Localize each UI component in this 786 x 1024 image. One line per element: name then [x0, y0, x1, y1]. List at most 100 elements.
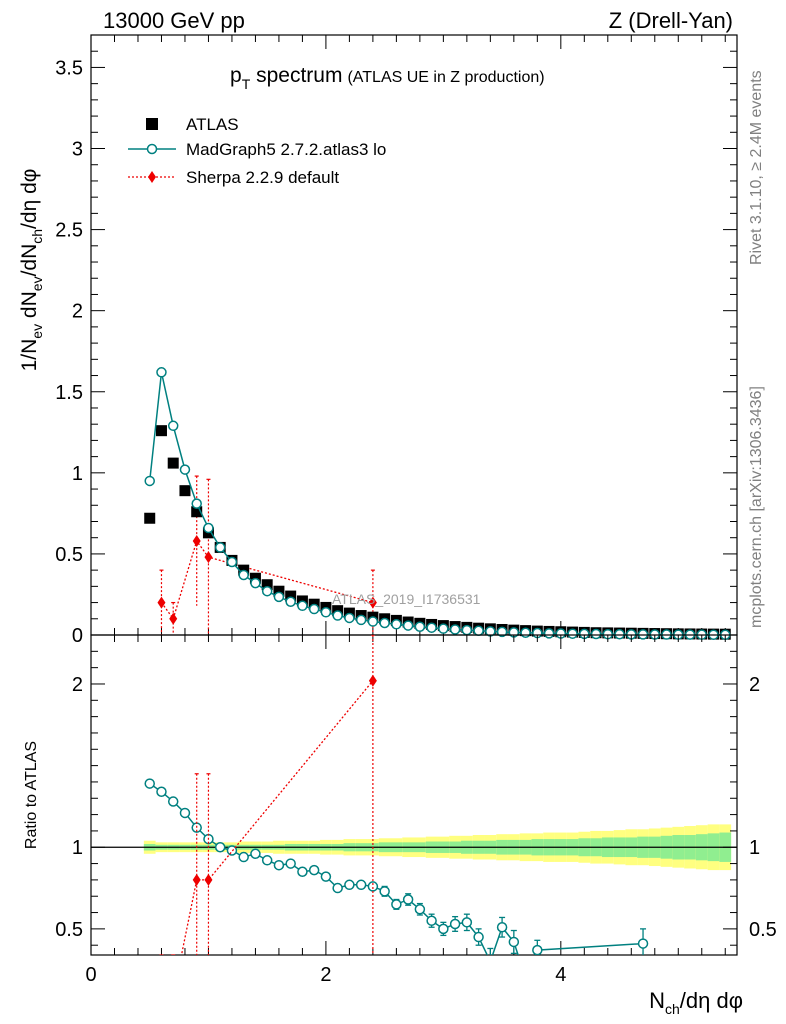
madgraph-point: [297, 600, 308, 612]
legend-label-madgraph: MadGraph5 2.7.2.atlas3 lo: [186, 140, 386, 159]
energy-label: 13000 GeV pp: [103, 8, 245, 33]
legend-marker-madgraph: [146, 143, 158, 155]
y-tick-label: 0.5: [55, 919, 83, 941]
process-label: Z (Drell-Yan): [609, 8, 733, 33]
madgraph-point: [179, 464, 191, 475]
atlas-point: [191, 506, 203, 518]
madgraph-point: [285, 596, 296, 608]
y-tick-label: 3: [72, 139, 83, 161]
x-tick-label: 4: [555, 964, 566, 986]
madgraph-ratio-point: [273, 859, 285, 871]
ratio-series-group: [144, 635, 649, 990]
sherpa-ratio-point: [204, 873, 213, 886]
madgraph-ratio-point: [414, 904, 426, 915]
madgraph-point: [332, 610, 343, 621]
y-tick-label: 2: [72, 674, 83, 696]
title-main: p: [230, 64, 242, 87]
sherpa-ratio-line: [180, 680, 374, 955]
main-title: pT spectrum (ATLAS UE in Z production): [230, 64, 545, 92]
y-tick-label: 1: [72, 837, 83, 859]
atlas-point: [273, 585, 285, 597]
madgraph-point: [320, 607, 332, 618]
madgraph-point: [461, 624, 473, 636]
madgraph-ratio-point: [438, 923, 449, 935]
legend: ATLAS MadGraph5 2.7.2.atlas3 lo Sherpa 2…: [128, 115, 386, 187]
y-tick-label: 3.5: [55, 57, 83, 79]
madgraph-point: [391, 619, 402, 630]
madgraph-point: [344, 612, 355, 624]
madgraph-ratio-point: [508, 936, 520, 948]
madgraph-point: [449, 624, 461, 635]
madgraph-point: [191, 498, 202, 509]
madgraph-point: [144, 475, 155, 487]
y-tick-label: 2.5: [55, 220, 83, 242]
ratio-frame: [90, 634, 738, 956]
madgraph-ratio-point: [156, 786, 167, 797]
madgraph-ratio-point: [308, 864, 320, 876]
madgraph-ratio-point: [379, 886, 390, 897]
madgraph-ratio-point: [250, 848, 261, 860]
sherpa-point: [368, 596, 377, 609]
madgraph-point: [520, 627, 531, 638]
madgraph-point: [261, 585, 273, 597]
madgraph-point: [438, 623, 449, 634]
sherpa-point: [204, 551, 213, 564]
madgraph-ratio-point: [637, 938, 649, 949]
madgraph-ratio-point: [214, 841, 226, 853]
sherpa-ratio-point: [157, 978, 165, 990]
mcplots-label: mcplots.cern.ch [arXiv:1306.3436]: [748, 386, 765, 628]
madgraph-point: [308, 603, 320, 615]
y-tick-label: 1.5: [55, 382, 83, 404]
madgraph-point: [379, 617, 390, 629]
x-tick-label: 2: [320, 964, 331, 986]
madgraph-ratio-point: [297, 866, 308, 877]
sherpa-ratio-point: [192, 873, 201, 886]
madgraph-ratio-point: [486, 957, 495, 966]
madgraph-point: [167, 420, 179, 432]
title-sub: T: [242, 76, 251, 92]
madgraph-ratio-point: [167, 796, 179, 807]
sherpa-ratio-point: [368, 674, 377, 687]
madgraph-ratio-point: [332, 882, 343, 894]
atlas-point: [261, 579, 273, 591]
madgraph-point: [414, 621, 426, 632]
madgraph-ratio-point: [426, 915, 437, 926]
madgraph-point: [402, 620, 414, 631]
madgraph-point: [367, 616, 379, 627]
sherpa-point: [169, 612, 178, 625]
madgraph-point: [473, 625, 484, 637]
madgraph-ratio-point: [461, 917, 473, 928]
madgraph-ratio-point: [344, 879, 355, 891]
madgraph-ratio-point: [496, 921, 508, 933]
y-tick-label-right: 1: [749, 837, 760, 859]
legend-label-sherpa: Sherpa 2.2.9 default: [186, 168, 339, 187]
y-tick-label: 0: [72, 625, 83, 647]
madgraph-point: [590, 628, 602, 640]
y-tick-label: 2: [72, 301, 83, 323]
madgraph-ratio-point: [402, 894, 414, 905]
madgraph-ratio-point: [473, 931, 484, 943]
x-axis-label: Nch/dη dφ: [649, 988, 743, 1017]
madgraph-ratio-point: [391, 899, 402, 910]
ratio-ylabel: Ratio to ATLAS: [23, 741, 40, 849]
madgraph-point: [614, 629, 625, 640]
y-tick-label: 0.5: [55, 544, 83, 566]
madgraph-ratio-point: [179, 807, 191, 819]
atlas-point: [144, 512, 156, 524]
svg-text:1/Nev dNev/dNch/dη dφ: 1/Nev dNev/dNch/dη dφ: [18, 169, 45, 372]
main-panel: 0 0.5 1 1.5 2 2.5 3 3.5: [55, 34, 738, 647]
madgraph-ratio-point: [320, 871, 332, 882]
ratio-panel: 0 2 4 0.5 0.5 1 1 2 2: [55, 634, 777, 990]
madgraph-point: [214, 542, 226, 553]
y-tick-label-right: 2: [749, 674, 760, 696]
main-ylabel: 1/Nev dNev/dNch/dη dφ: [18, 169, 45, 372]
madgraph-point: [226, 556, 238, 568]
y-tick-label: 1: [72, 463, 83, 485]
madgraph-point: [426, 622, 437, 633]
y-tick-label-right: 0.5: [749, 919, 777, 941]
madgraph-point: [543, 628, 555, 639]
madgraph-ratio-point: [261, 855, 273, 866]
rivet-label: Rivet 3.1.10, ≥ 2.4M events: [748, 70, 765, 265]
madgraph-ratio-point: [355, 879, 367, 891]
